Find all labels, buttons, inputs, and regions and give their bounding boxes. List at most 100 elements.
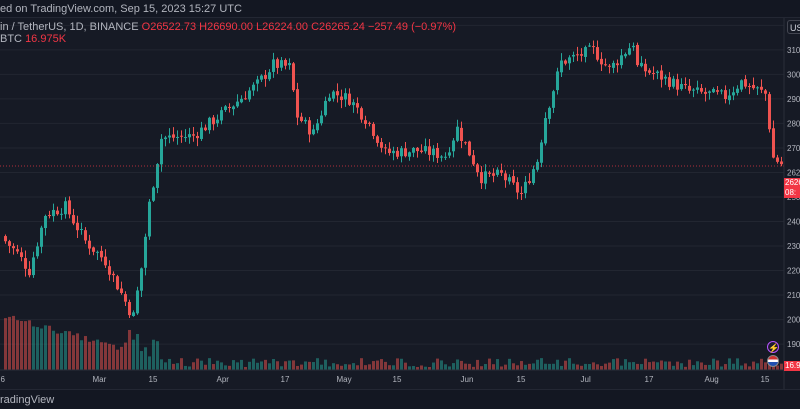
volume-bar: [116, 349, 119, 370]
candle-body: [488, 172, 491, 174]
candle-body: [432, 148, 435, 156]
volume-bar: [156, 341, 159, 370]
volume-bar: [272, 359, 275, 370]
volume-bar: [504, 364, 507, 370]
volume-bar: [236, 362, 239, 370]
candle-body: [68, 200, 71, 215]
y-tick-label: 2000: [787, 316, 800, 325]
volume-bar: [380, 359, 383, 370]
candle-body: [188, 134, 191, 138]
x-tick-label: Mar: [93, 375, 107, 384]
candle-body: [272, 59, 275, 72]
volume-bar: [352, 363, 355, 370]
y-tick-label: 2626: [787, 168, 800, 177]
candle-body: [28, 268, 31, 276]
candle-body: [752, 84, 755, 89]
volume-bar: [144, 347, 147, 370]
volume-bar: [548, 363, 551, 370]
candle-body: [112, 273, 115, 276]
volume-bar: [524, 364, 527, 370]
volume-value: 16.975K: [25, 33, 67, 45]
volume-bar: [256, 362, 259, 370]
volume-bar: [484, 364, 487, 370]
volume-bar: [684, 366, 687, 370]
volume-bar: [92, 340, 95, 370]
volume-bar: [288, 360, 291, 370]
price-chart[interactable]: 3200310030002900280027002626250024002300…: [0, 18, 800, 389]
candle-body: [4, 236, 7, 242]
volume-bar: [112, 344, 115, 370]
x-tick-label: 15: [149, 375, 158, 384]
candle-body: [348, 93, 351, 105]
volume-label: BTC: [0, 33, 22, 45]
volume-bar: [324, 359, 327, 370]
lightning-icon[interactable]: ⚡: [767, 341, 780, 353]
volume-bar: [708, 364, 711, 370]
candle-body: [760, 86, 763, 90]
candle-body: [472, 155, 475, 165]
volume-bar: [624, 359, 627, 370]
volume-bar: [24, 321, 27, 370]
candle-body: [772, 128, 775, 158]
volume-bar: [208, 358, 211, 370]
volume-bar: [64, 331, 67, 370]
volume-bar: [388, 365, 391, 370]
candle-body: [780, 161, 783, 165]
candle-body: [32, 257, 35, 276]
volume-bar: [700, 362, 703, 370]
candle-body: [680, 84, 683, 90]
volume-bar: [76, 333, 79, 370]
volume-bar: [372, 361, 375, 370]
volume-bar: [420, 365, 423, 370]
volume-bar: [612, 359, 615, 370]
volume-bar: [180, 358, 183, 370]
volume-bar: [756, 363, 759, 370]
candle-body: [332, 91, 335, 99]
candle-body: [308, 120, 311, 135]
candle-body: [144, 236, 147, 268]
volume-bar: [424, 366, 427, 370]
candle-body: [364, 120, 367, 124]
candle-body: [748, 86, 751, 88]
volume-bar: [540, 358, 543, 370]
candle-body: [528, 181, 531, 183]
symbol-legend[interactable]: in / TetherUS, 1D, BINANCE O26522.73 H26…: [0, 21, 456, 33]
candle-body: [456, 126, 459, 141]
y-tick-label: 2700: [787, 144, 800, 153]
candle-body: [216, 119, 219, 124]
volume-bar: [568, 358, 571, 370]
volume-bar: [60, 333, 63, 370]
flag-icon[interactable]: [767, 355, 779, 367]
volume-bar: [300, 364, 303, 370]
volume-bar: [764, 362, 767, 370]
volume-bar: [572, 363, 575, 370]
volume-bar: [220, 362, 223, 370]
candle-body: [244, 98, 247, 100]
volume-bar: [628, 362, 631, 370]
candle-body: [592, 46, 595, 48]
footer-bar: radingView: [0, 389, 800, 409]
volume-bar: [740, 365, 743, 370]
y-tick-label: 2100: [787, 291, 800, 300]
volume-bar: [260, 361, 263, 370]
currency-button[interactable]: USD: [787, 20, 800, 34]
volume-legend[interactable]: BTC 16.975K: [0, 33, 66, 45]
volume-bar: [444, 364, 447, 370]
last-price-tag: 2626 08:: [784, 178, 800, 198]
volume-bar: [580, 365, 583, 370]
candle-body: [724, 90, 727, 100]
candle-body: [72, 215, 75, 224]
candle-body: [316, 123, 319, 131]
symbol-name[interactable]: in / TetherUS, 1D, BINANCE: [0, 21, 139, 33]
volume-bar: [404, 362, 407, 370]
candle-body: [692, 89, 695, 91]
volume-bar: [672, 365, 675, 370]
candle-body: [568, 57, 571, 64]
candle-body: [384, 147, 387, 149]
candle-body: [408, 152, 411, 157]
volume-bar: [128, 329, 131, 370]
candle-body: [16, 249, 19, 252]
x-tick-label: 6: [1, 375, 6, 384]
candle-body: [356, 103, 359, 108]
volume-bar: [124, 342, 127, 370]
